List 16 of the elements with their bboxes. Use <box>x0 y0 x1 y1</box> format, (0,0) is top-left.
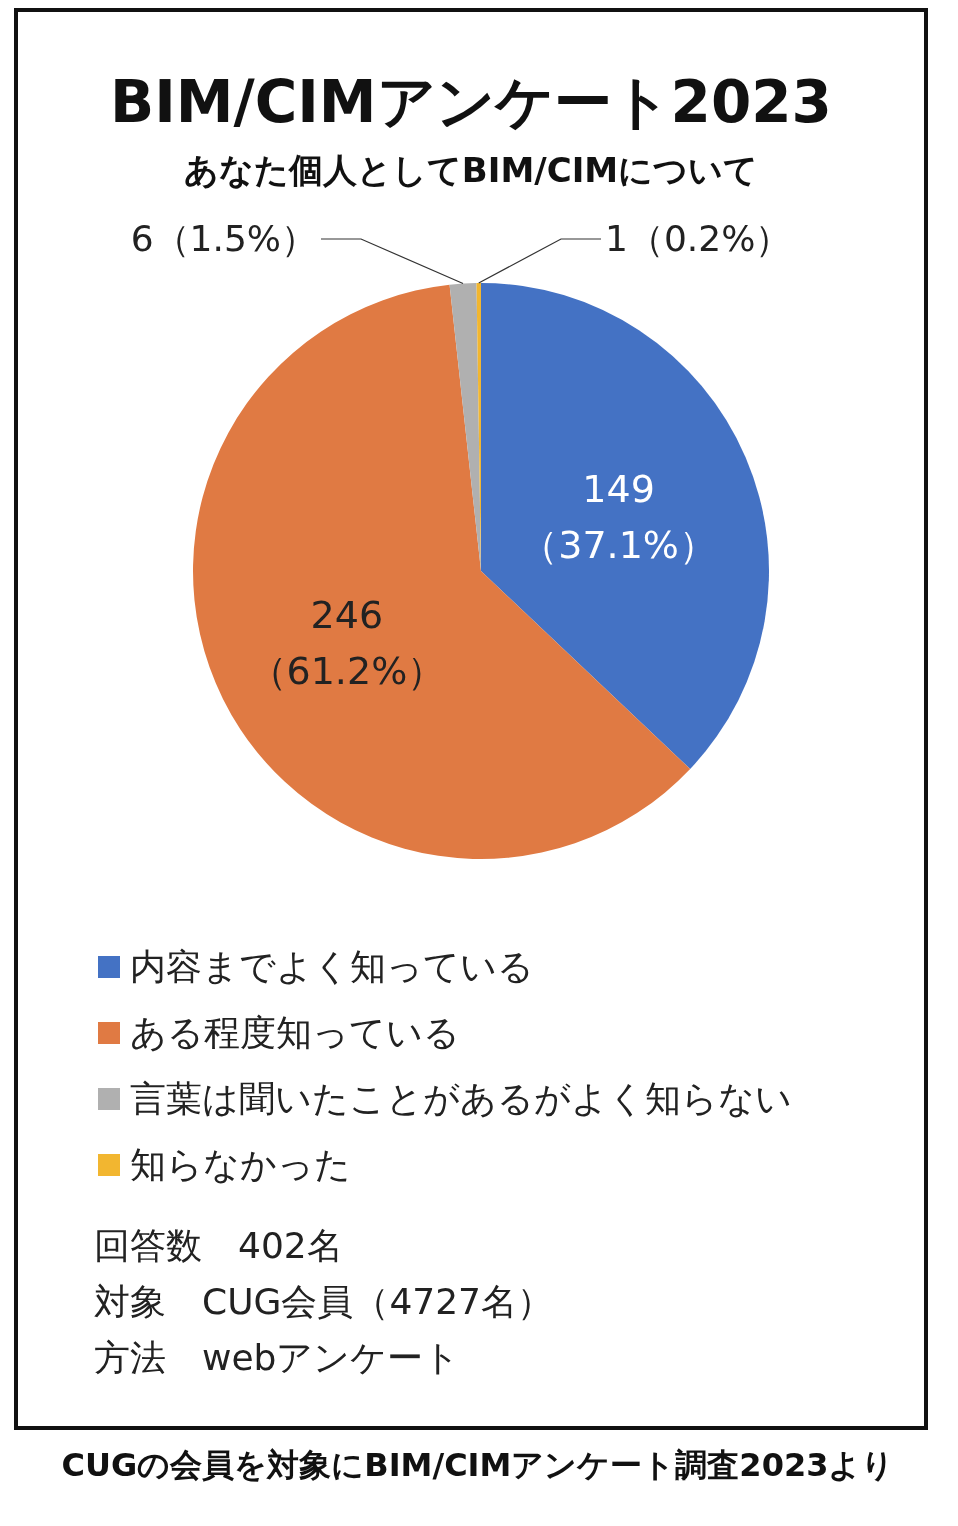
pie-slice <box>481 283 769 769</box>
data-label: 149 （37.1%） <box>520 466 717 567</box>
legend-label: ある程度知っている <box>130 1010 460 1055</box>
chart-subtitle: あなた個人としてBIM/CIMについて <box>182 149 760 192</box>
data-label: 246 （61.2%） <box>248 592 446 693</box>
legend-label: 内容までよく知っている <box>130 944 534 989</box>
text: CUGの会員を対象にBIM/CIMアンケート調査2023より <box>60 1445 896 1486</box>
text: 回答数 402名 <box>94 1224 344 1268</box>
chart-title: BIM/CIMアンケート2023 <box>109 67 833 138</box>
data-label: 6（1.5%） <box>130 218 317 259</box>
text: 対象 CUG会員（4727名） <box>94 1280 554 1324</box>
text: 方法 webアンケート <box>94 1336 462 1380</box>
pie-slice <box>193 284 691 859</box>
data-label: 1（0.2%） <box>605 218 792 259</box>
legend-label: 言葉は聞いたことがあるがよく知らない <box>130 1076 792 1121</box>
legend-label: 知らなかった <box>130 1142 351 1187</box>
